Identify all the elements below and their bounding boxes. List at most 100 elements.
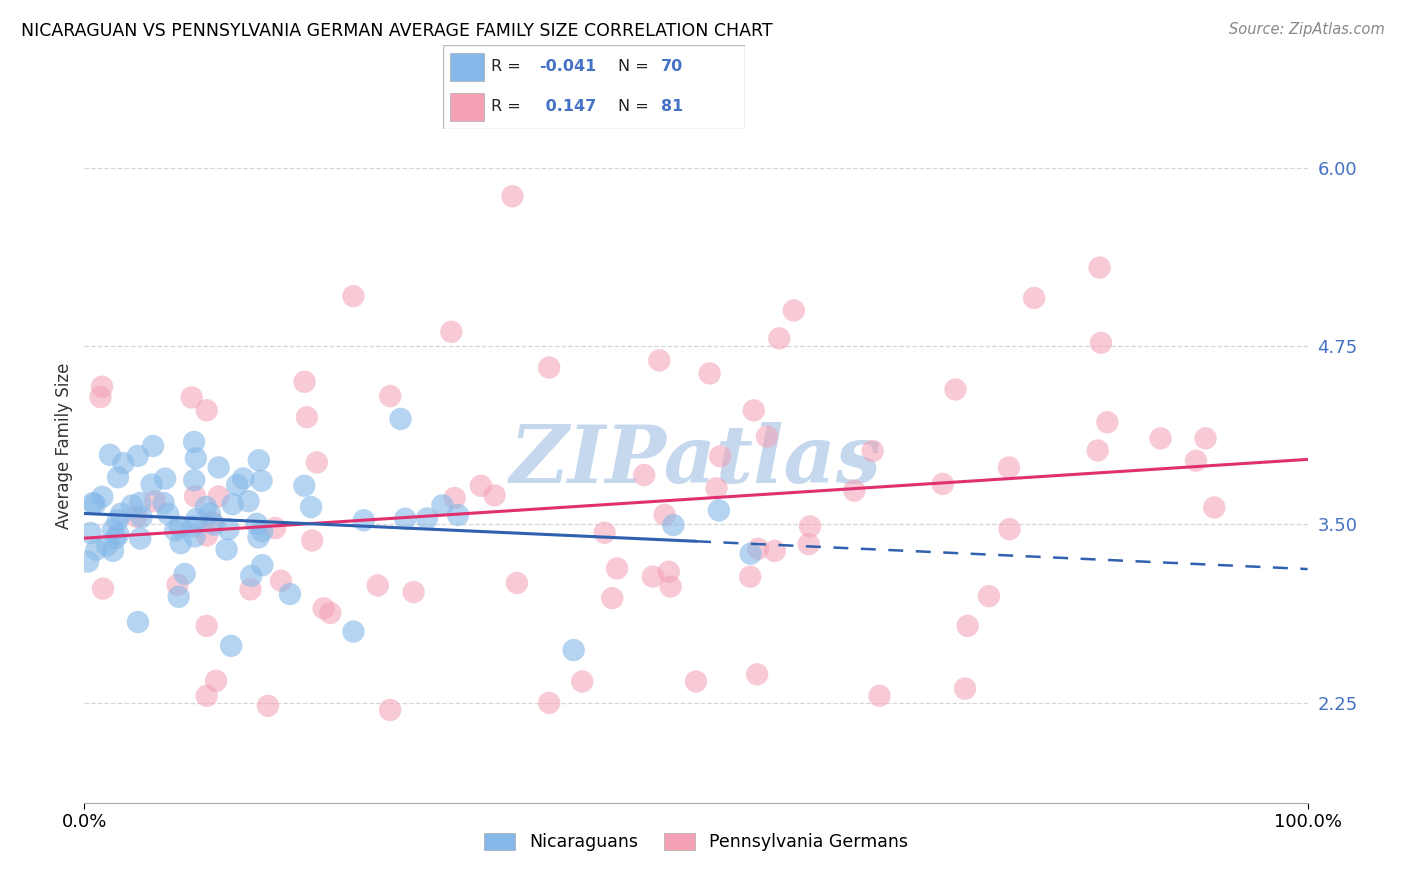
Point: [380, 389, 402, 403]
Point: [606, 561, 628, 575]
Point: [1149, 431, 1171, 445]
Point: [238, 494, 260, 508]
Point: [250, 474, 273, 488]
Point: [305, 455, 328, 469]
Point: [257, 698, 280, 713]
Point: [709, 449, 731, 463]
Point: [125, 509, 148, 524]
Point: [294, 375, 316, 389]
Point: [945, 383, 967, 397]
Point: [152, 496, 174, 510]
Point: [394, 512, 416, 526]
Point: [141, 477, 163, 491]
Point: [195, 619, 218, 633]
Point: [127, 449, 149, 463]
Point: [219, 639, 242, 653]
Point: [353, 513, 375, 527]
Text: NICARAGUAN VS PENNSYLVANIA GERMAN AVERAGE FAMILY SIZE CORRELATION CHART: NICARAGUAN VS PENNSYLVANIA GERMAN AVERAG…: [21, 22, 773, 40]
Point: [195, 528, 218, 542]
Point: [270, 574, 292, 588]
Point: [447, 508, 470, 522]
Point: [226, 478, 249, 492]
Point: [221, 497, 243, 511]
Text: 81: 81: [661, 99, 683, 114]
Point: [107, 513, 129, 527]
Point: [180, 391, 202, 405]
Point: [301, 533, 323, 548]
Point: [756, 429, 779, 443]
Point: [186, 512, 208, 526]
Point: [165, 524, 187, 538]
Point: [319, 606, 342, 620]
Point: [96, 538, 118, 552]
Point: [763, 544, 786, 558]
Point: [768, 331, 790, 345]
Point: [1204, 500, 1226, 515]
Point: [1185, 453, 1208, 467]
Point: [166, 578, 188, 592]
Point: [98, 448, 121, 462]
Point: [110, 507, 132, 521]
Point: [169, 536, 191, 550]
Point: [658, 565, 681, 579]
Point: [416, 511, 439, 525]
Point: [484, 488, 506, 502]
Point: [240, 569, 263, 583]
Point: [312, 601, 335, 615]
Point: [232, 471, 254, 485]
Point: [389, 412, 412, 426]
Point: [747, 667, 769, 681]
Point: [247, 530, 270, 544]
Point: [217, 522, 239, 536]
Point: [91, 582, 114, 596]
Point: [502, 189, 524, 203]
Point: [239, 582, 262, 597]
Point: [662, 518, 685, 533]
Point: [84, 542, 107, 557]
Point: [998, 522, 1021, 536]
Point: [538, 360, 561, 375]
Point: [295, 410, 318, 425]
Text: ZIPatlas: ZIPatlas: [510, 422, 882, 499]
Point: [104, 531, 127, 545]
Point: [157, 507, 180, 521]
Point: [91, 490, 114, 504]
Bar: [450, 94, 484, 120]
Point: [977, 589, 1000, 603]
Point: [184, 451, 207, 466]
Point: [1088, 260, 1111, 275]
Point: [1024, 291, 1046, 305]
Point: [167, 590, 190, 604]
Y-axis label: Average Family Size: Average Family Size: [55, 363, 73, 529]
Point: [195, 403, 218, 417]
Point: [184, 489, 207, 503]
Point: [506, 576, 529, 591]
Point: [127, 615, 149, 629]
Point: [783, 303, 806, 318]
Point: [84, 497, 107, 511]
Point: [380, 703, 402, 717]
Point: [208, 460, 231, 475]
Point: [79, 526, 101, 541]
Point: [183, 473, 205, 487]
Point: [252, 558, 274, 573]
Point: [142, 439, 165, 453]
Point: [706, 481, 728, 495]
Point: [443, 491, 465, 505]
Point: [470, 479, 492, 493]
Point: [299, 500, 322, 514]
Point: [342, 289, 364, 303]
Point: [131, 510, 153, 524]
Point: [367, 578, 389, 592]
Point: [440, 325, 463, 339]
Point: [198, 507, 221, 521]
Point: [246, 516, 269, 531]
Point: [342, 624, 364, 639]
Bar: [450, 54, 484, 80]
Point: [707, 503, 730, 517]
Text: 70: 70: [661, 59, 683, 74]
Point: [1097, 415, 1119, 429]
Point: [101, 523, 124, 537]
Point: [183, 434, 205, 449]
Point: [181, 519, 204, 533]
